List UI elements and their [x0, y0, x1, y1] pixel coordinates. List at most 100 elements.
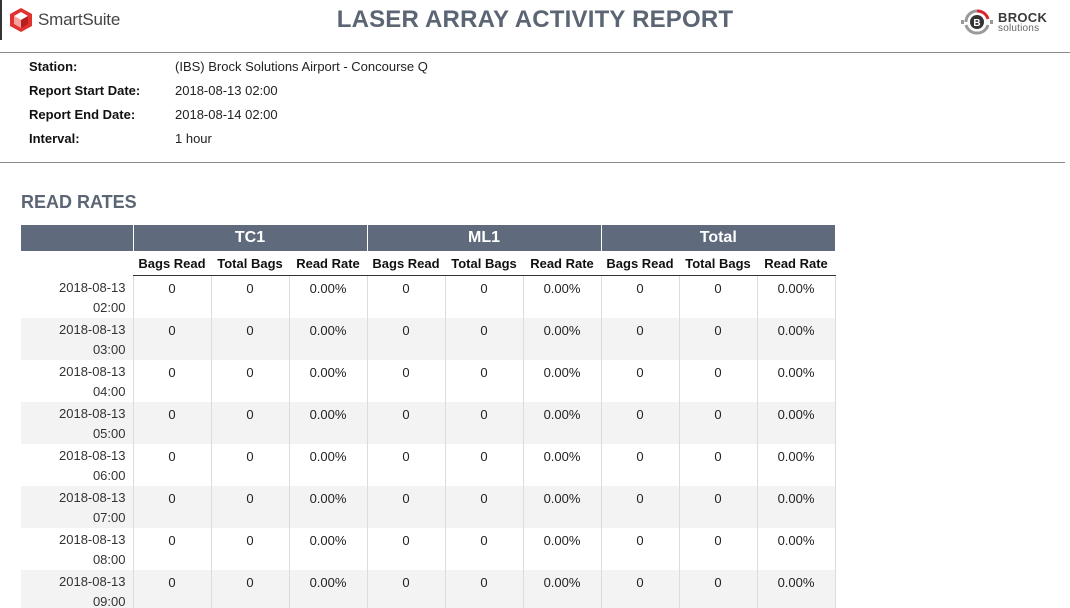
column-header-read-rate: Read Rate: [523, 251, 601, 276]
timestamp-cell: 2018-08-13 06:00: [21, 444, 133, 486]
tc1-total-bags-cell: 0: [210, 443, 289, 486]
total-read-rate-cell: 0.00%: [756, 485, 836, 528]
total-read-rate-cell: 0.00%: [756, 527, 836, 570]
total-total-bags-cell: 0: [678, 401, 757, 444]
app-name: SmartSuite: [38, 10, 121, 29]
start-date-label: Report Start Date:: [29, 83, 141, 98]
end-date-label: Report End Date:: [29, 107, 136, 122]
tc1-total-bags-cell: 0: [210, 275, 289, 318]
page-edge-marker: [0, 0, 2, 40]
total-read-rate-cell: 0.00%: [756, 359, 836, 402]
tc1-total-bags-cell: 0: [210, 569, 289, 608]
total-total-bags-cell: 0: [678, 569, 757, 608]
ml1-total-bags-cell: 0: [444, 443, 523, 486]
total-bags-read-cell: 0: [600, 317, 679, 360]
total-read-rate-cell: 0.00%: [756, 443, 836, 486]
column-header-total-bags: Total Bags: [679, 251, 757, 276]
ml1-total-bags-cell: 0: [444, 317, 523, 360]
column-header-bags-read: Bags Read: [367, 251, 445, 276]
tc1-total-bags-cell: 0: [210, 485, 289, 528]
timestamp-time: 06:00: [92, 467, 126, 483]
table-body: 2018-08-13 02:00 0 0 0.00% 0 0 0.00% 0 0 0.00% 2018…: [21, 275, 836, 608]
tc1-read-rate-cell: 0.00%: [288, 275, 367, 318]
timestamp-date: 2018-08-13: [59, 573, 126, 589]
header-corner: [21, 225, 133, 251]
ml1-read-rate-cell: 0.00%: [522, 443, 601, 486]
timestamp-date: 2018-08-13: [59, 489, 126, 505]
group-header-row: TC1 ML1 Total: [21, 225, 835, 251]
interval-label: Interval:: [29, 131, 80, 146]
ml1-bags-read-cell: 0: [366, 443, 445, 486]
timestamp-time: 03:00: [92, 341, 126, 357]
tc1-total-bags-cell: 0: [210, 401, 289, 444]
total-total-bags-cell: 0: [678, 485, 757, 528]
tc1-read-rate-cell: 0.00%: [288, 527, 367, 570]
tc1-bags-read-cell: 0: [132, 485, 211, 528]
ml1-read-rate-cell: 0.00%: [522, 359, 601, 402]
report-title: LASER ARRAY ACTIVITY REPORT: [336, 6, 734, 33]
company-name: BROCK: [998, 9, 1048, 25]
total-bags-read-cell: 0: [600, 569, 679, 608]
group-header-ml1: ML1: [366, 225, 601, 251]
tc1-read-rate-cell: 0.00%: [288, 317, 367, 360]
table-row: 2018-08-13 06:00 0 0 0.00% 0 0 0.00% 0 0 0.00%: [21, 443, 836, 486]
column-header-row: Bags Read Total Bags Read Rate Bags Read…: [21, 251, 835, 276]
timestamp-cell: 2018-08-13 03:00: [21, 317, 133, 360]
ml1-read-rate-cell: 0.00%: [522, 401, 601, 444]
timestamp-time: 05:00: [92, 425, 126, 441]
table-row: 2018-08-13 07:00 0 0 0.00% 0 0 0.00% 0 0 0.00%: [21, 485, 836, 528]
ml1-bags-read-cell: 0: [366, 359, 445, 402]
tc1-total-bags-cell: 0: [210, 527, 289, 570]
group-header-tc1: TC1: [132, 225, 367, 251]
brock-badge-letter: B: [973, 18, 980, 29]
company-subtitle: solutions: [998, 22, 1040, 34]
timestamp-date: 2018-08-13: [59, 321, 126, 337]
ml1-read-rate-cell: 0.00%: [522, 527, 601, 570]
total-bags-read-cell: 0: [600, 527, 679, 570]
ml1-bags-read-cell: 0: [366, 317, 445, 360]
ml1-total-bags-cell: 0: [444, 401, 523, 444]
brock-logo: B BROCK solutions: [960, 7, 1047, 37]
column-header-total-bags: Total Bags: [445, 251, 523, 276]
ml1-bags-read-cell: 0: [366, 485, 445, 528]
station-value: (IBS) Brock Solutions Airport - Concours…: [175, 59, 428, 74]
timestamp-date: 2018-08-13: [59, 363, 126, 379]
table-row: 2018-08-13 04:00 0 0 0.00% 0 0 0.00% 0 0 0.00%: [21, 359, 836, 402]
start-date-value: 2018-08-13 02:00: [175, 83, 278, 98]
total-read-rate-cell: 0.00%: [756, 401, 836, 444]
table-row: 2018-08-13 09:00 0 0 0.00% 0 0 0.00% 0 0 0.00%: [21, 569, 836, 608]
smartsuite-logo: SmartSuite: [9, 7, 120, 33]
ml1-total-bags-cell: 0: [444, 275, 523, 318]
smartsuite-cube-icon: [10, 8, 32, 32]
tc1-total-bags-cell: 0: [210, 359, 289, 402]
timestamp-time: 04:00: [92, 383, 126, 399]
ml1-read-rate-cell: 0.00%: [522, 275, 601, 318]
ml1-total-bags-cell: 0: [444, 485, 523, 528]
timestamp-date: 2018-08-13: [59, 279, 126, 295]
total-bags-read-cell: 0: [600, 275, 679, 318]
report-parameters: Station: (IBS) Brock Solutions Airport -…: [0, 53, 1065, 163]
timestamp-cell: 2018-08-13 04:00: [21, 360, 133, 402]
column-header-total-bags: Total Bags: [211, 251, 289, 276]
timestamp-cell: 2018-08-13 02:00: [21, 276, 133, 318]
tc1-read-rate-cell: 0.00%: [288, 485, 367, 528]
ml1-read-rate-cell: 0.00%: [522, 317, 601, 360]
timestamp-cell: 2018-08-13 08:00: [21, 528, 133, 570]
tc1-read-rate-cell: 0.00%: [288, 359, 367, 402]
total-read-rate-cell: 0.00%: [756, 317, 836, 360]
tc1-total-bags-cell: 0: [210, 317, 289, 360]
column-header-blank: [21, 251, 133, 276]
table-row: 2018-08-13 08:00 0 0 0.00% 0 0 0.00% 0 0 0.00%: [21, 527, 836, 570]
column-header-read-rate: Read Rate: [757, 251, 835, 276]
tc1-read-rate-cell: 0.00%: [288, 569, 367, 608]
tc1-bags-read-cell: 0: [132, 443, 211, 486]
timestamp-cell: 2018-08-13 09:00: [21, 569, 133, 608]
ml1-read-rate-cell: 0.00%: [522, 485, 601, 528]
brock-badge-icon: B: [961, 9, 993, 35]
timestamp-cell: 2018-08-13 05:00: [21, 401, 133, 444]
total-bags-read-cell: 0: [600, 443, 679, 486]
table-row: 2018-08-13 03:00 0 0 0.00% 0 0 0.00% 0 0 0.00%: [21, 317, 836, 360]
ml1-bags-read-cell: 0: [366, 569, 445, 608]
table-row: 2018-08-13 02:00 0 0 0.00% 0 0 0.00% 0 0 0.00%: [21, 275, 836, 318]
